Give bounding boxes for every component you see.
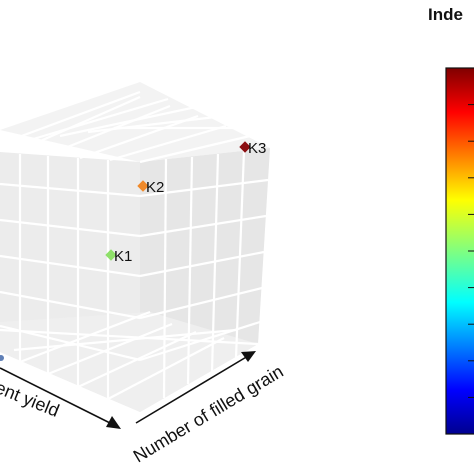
gridline bbox=[0, 290, 141, 320]
point-label-k2: K2 bbox=[146, 179, 164, 196]
gridline bbox=[29, 97, 169, 142]
point-marker-k1 bbox=[105, 249, 117, 261]
gridline bbox=[139, 286, 263, 320]
gridline bbox=[0, 182, 141, 198]
gridline bbox=[0, 90, 141, 146]
y-axis-line bbox=[135, 355, 249, 424]
gridline bbox=[234, 150, 246, 359]
gridline bbox=[47, 322, 173, 376]
y-axis-arrowhead bbox=[241, 351, 256, 362]
gridline bbox=[0, 218, 141, 238]
gridline bbox=[139, 214, 267, 238]
axis-lines bbox=[0, 351, 256, 429]
colorbar-ticks bbox=[468, 104, 474, 435]
gridline bbox=[139, 134, 251, 164]
point-label-k3: K3 bbox=[248, 140, 266, 157]
gridline bbox=[13, 328, 237, 352]
x-axis-line bbox=[0, 367, 113, 425]
gridline bbox=[139, 250, 265, 278]
x-axis-arrowhead bbox=[106, 416, 121, 429]
colorbar-frame bbox=[445, 67, 474, 435]
scatter-points: K1 K2 K3 bbox=[105, 140, 266, 265]
gridline bbox=[0, 328, 259, 346]
colorbar-title: Inde bbox=[428, 5, 463, 24]
gridline bbox=[109, 124, 227, 162]
gridline bbox=[19, 95, 141, 152]
point-marker-k3 bbox=[239, 141, 251, 153]
gridline bbox=[77, 331, 197, 388]
point-label-k1: K1 bbox=[114, 248, 132, 265]
edge-point-marker bbox=[0, 355, 4, 361]
gridline bbox=[186, 156, 194, 385]
floor-pane bbox=[0, 312, 258, 412]
gridline bbox=[49, 104, 171, 156]
point-marker-k2 bbox=[137, 180, 149, 192]
gridline bbox=[79, 114, 199, 160]
axes-panes bbox=[0, 82, 270, 412]
top-pane bbox=[0, 82, 270, 162]
gridline bbox=[210, 153, 220, 373]
gridline bbox=[139, 178, 269, 198]
gridline bbox=[19, 310, 151, 364]
gridlines bbox=[0, 90, 269, 400]
gridline bbox=[0, 254, 141, 278]
gridline bbox=[59, 105, 197, 138]
gridline bbox=[107, 337, 225, 400]
gridline bbox=[162, 158, 168, 399]
